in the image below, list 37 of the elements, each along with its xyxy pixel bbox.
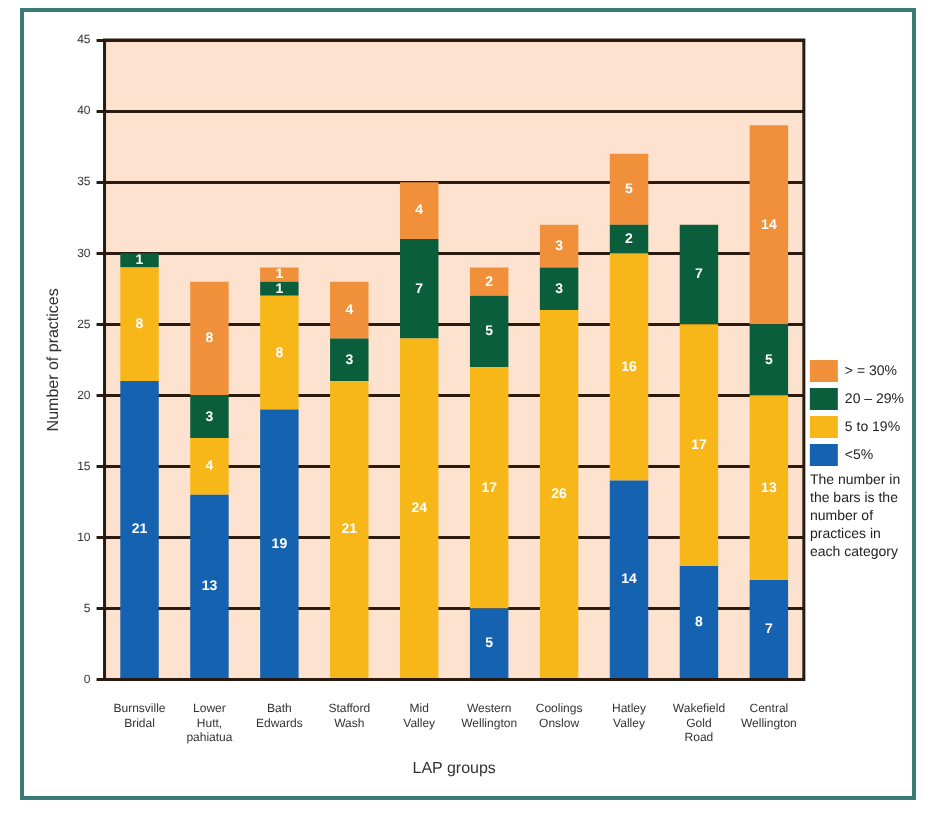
bar [469,366,509,609]
bar [330,338,369,382]
bar [679,224,719,325]
bar [469,608,509,679]
bar [400,338,439,679]
bar [330,381,369,679]
bar [469,295,509,367]
bar [190,395,229,438]
x-axis-title: LAP groups [412,758,496,777]
bar [749,125,789,325]
bar [190,494,229,679]
bar [749,324,789,396]
bar [260,281,299,296]
bar [469,267,509,296]
bar [679,324,719,566]
bar [609,224,649,254]
bar [539,224,579,268]
bar [190,437,229,495]
bar [190,281,229,396]
bar [749,580,789,679]
bar [260,295,299,410]
bar [609,253,649,481]
y-axis-title: Number of practices [44,288,63,432]
bar [749,395,789,581]
bar [400,182,439,239]
bar [120,253,159,268]
bar [539,267,579,311]
bar [400,238,439,339]
bar [539,310,579,679]
bar [679,565,719,679]
bar [609,480,649,679]
bar [120,267,159,382]
bar [609,153,649,225]
bar [330,281,369,339]
bar [120,381,159,679]
bar [260,409,299,679]
bar [260,267,299,282]
